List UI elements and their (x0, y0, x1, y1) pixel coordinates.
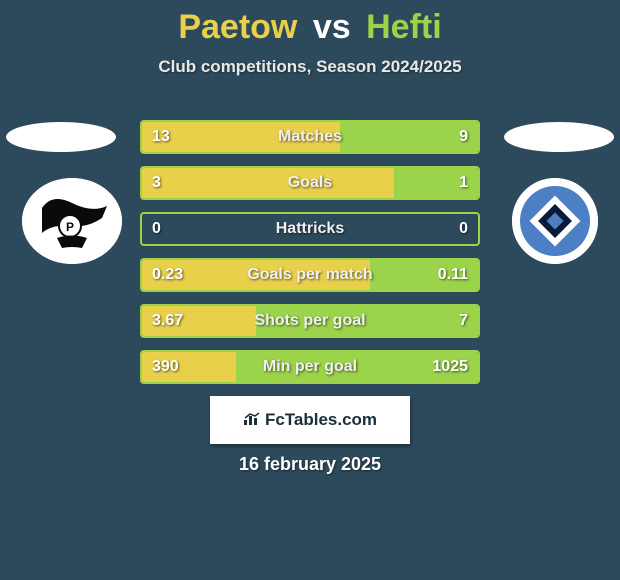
chart-icon (243, 397, 261, 445)
comparison-title: Paetow vs Hefti (0, 0, 620, 47)
stat-row: 0.230.11Goals per match (140, 258, 480, 292)
branding-text: FcTables.com (265, 410, 377, 429)
svg-text:P: P (66, 220, 74, 234)
stat-label: Hattricks (142, 220, 478, 238)
player1-avatar-placeholder (6, 122, 116, 152)
stat-label: Goals (142, 174, 478, 192)
player2-club-badge (512, 178, 598, 264)
stat-row: 139Matches (140, 120, 480, 154)
stat-row: 3901025Min per goal (140, 350, 480, 384)
stat-label: Goals per match (142, 266, 478, 284)
subtitle: Club competitions, Season 2024/2025 (0, 57, 620, 77)
stat-row: 00Hattricks (140, 212, 480, 246)
player2-name: Hefti (366, 8, 442, 46)
stat-row: 3.677Shots per goal (140, 304, 480, 338)
stat-label: Min per goal (142, 358, 478, 376)
stat-label: Shots per goal (142, 312, 478, 330)
vs-label: vs (313, 8, 351, 46)
player1-name: Paetow (178, 8, 297, 46)
branding-badge: FcTables.com (210, 396, 410, 444)
player1-club-badge: P (22, 178, 122, 264)
stat-row: 31Goals (140, 166, 480, 200)
stats-bars: 139Matches 31Goals 00Hattricks 0.230.11Goal… (140, 120, 480, 396)
date-label: 16 february 2025 (0, 454, 620, 475)
player2-avatar-placeholder (504, 122, 614, 152)
stat-label: Matches (142, 128, 478, 146)
